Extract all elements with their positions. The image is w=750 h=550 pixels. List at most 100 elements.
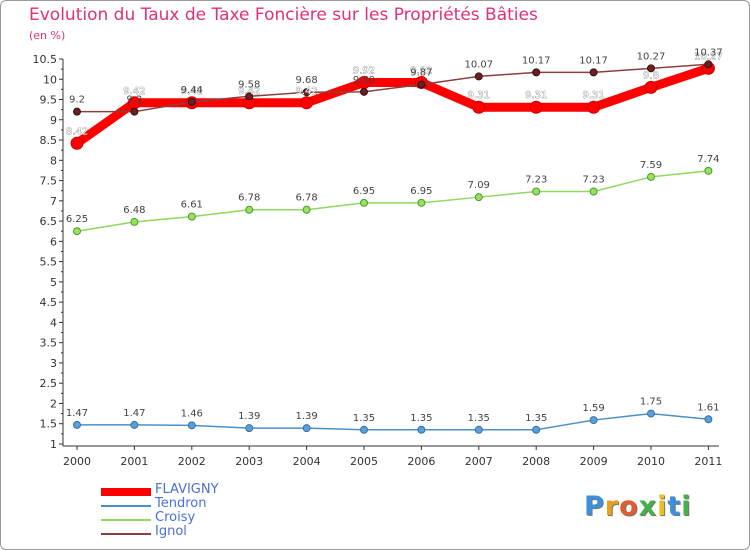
y-tick-label: 7 — [50, 195, 57, 208]
series-ignol — [73, 60, 713, 116]
x-tick-label: 2001 — [120, 455, 148, 468]
data-point-croisy — [532, 187, 541, 196]
brand-letter: i — [657, 491, 668, 522]
x-tick-label: 2009 — [580, 455, 608, 468]
y-tick-label: 1 — [50, 438, 57, 451]
series-line-croisy — [76, 170, 710, 232]
y-tick-label: 9 — [50, 114, 57, 127]
data-point-tendron — [704, 415, 713, 424]
data-point-croisy — [417, 198, 426, 207]
data-label-ignol: 9.44 — [181, 85, 203, 96]
x-tick-label: 2006 — [407, 455, 435, 468]
x-tick-label: 2000 — [63, 455, 91, 468]
data-label-flavigny: 9.42 — [295, 86, 317, 97]
data-label-croisy: 6.95 — [410, 186, 432, 197]
x-tick-label: 2011 — [694, 455, 722, 468]
y-tick-label: 6 — [50, 235, 57, 248]
data-point-ignol — [589, 68, 598, 77]
legend-swatch-flavigny — [101, 488, 151, 496]
data-point-ignol — [532, 68, 541, 77]
series-tendron — [73, 409, 713, 434]
series-line-flavigny — [72, 63, 713, 148]
data-label-ignol: 9.68 — [295, 75, 317, 86]
data-point-flavigny — [300, 96, 314, 110]
y-tick-label: 3 — [50, 357, 57, 370]
data-point-flavigny — [472, 100, 486, 114]
data-label-croisy: 6.48 — [123, 205, 145, 216]
y-tick-label: 1.5 — [40, 418, 58, 431]
data-point-croisy — [73, 227, 81, 236]
legend-label-flavigny: FLAVIGNY — [155, 482, 219, 497]
brand-letter: o — [619, 491, 639, 522]
data-point-croisy — [302, 205, 311, 214]
data-label-ignol: 10.37 — [694, 47, 723, 58]
x-tick-label: 2004 — [293, 455, 321, 468]
data-label-croisy: 7.23 — [525, 175, 547, 186]
x-tick-label: 2008 — [522, 455, 550, 468]
data-point-ignol — [73, 107, 81, 116]
legend-swatch-ignol — [101, 533, 151, 535]
data-point-croisy — [474, 193, 483, 202]
data-point-ignol — [245, 92, 254, 101]
data-label-croisy: 7.23 — [582, 175, 604, 186]
data-label-layer: 8.42 9.42 9.42 9.42 9.42 9.92 9.92 9.31 9.31 9.31… — [66, 47, 723, 424]
data-point-ignol — [130, 107, 139, 116]
data-label-tendron: 1.39 — [238, 411, 260, 422]
data-label-ignol: 9.58 — [238, 79, 260, 90]
data-label-tendron: 1.61 — [697, 402, 719, 413]
data-point-tendron — [130, 420, 139, 429]
y-tick-label: 5 — [50, 276, 57, 289]
series-line-tendron — [76, 412, 710, 431]
data-label-croisy: 6.25 — [66, 214, 88, 225]
data-point-ignol — [417, 80, 426, 89]
legend-label-tendron: Tendron — [155, 496, 207, 511]
data-label-flavigny: 8.42 — [66, 126, 88, 137]
x-tick-label: 2005 — [350, 455, 378, 468]
data-point-croisy — [187, 212, 196, 221]
x-tick-label: 2002 — [178, 455, 206, 468]
data-label-flavigny: 9.42 — [238, 86, 260, 97]
y-tick-label: 4 — [50, 316, 57, 329]
y-tick-label: 9.5 — [40, 94, 58, 107]
data-point-croisy — [130, 217, 139, 226]
data-point-flavigny — [529, 100, 543, 114]
data-point-tendron — [532, 425, 541, 434]
unit-label: (en %) — [29, 29, 66, 42]
y-tick-label: 10 — [43, 73, 57, 86]
data-label-ignol: 10.17 — [522, 55, 551, 66]
data-label-tendron: 1.46 — [181, 408, 203, 419]
y-tick-label: 6.5 — [40, 215, 58, 228]
y-tick-label: 3.5 — [40, 337, 58, 350]
data-label-ignol: 10.27 — [637, 51, 666, 62]
brand-letter: r — [604, 491, 620, 522]
y-tick-label: 5.5 — [40, 256, 58, 269]
x-tick-label: 2010 — [637, 455, 665, 468]
data-point-tendron — [360, 425, 368, 434]
data-label-ignol: 9.87 — [410, 68, 432, 79]
data-point-tendron — [417, 425, 426, 434]
data-point-flavigny — [644, 80, 658, 94]
data-point-croisy — [704, 166, 713, 175]
data-label-tendron: 1.35 — [525, 413, 547, 424]
data-label-flavigny: 9.92 — [410, 66, 432, 77]
data-point-ignol — [704, 60, 713, 69]
data-point-croisy — [360, 198, 368, 207]
data-label-flavigny: 9.92 — [353, 66, 375, 77]
data-label-tendron: 1.35 — [353, 413, 375, 424]
x-tick-label: 2003 — [235, 455, 263, 468]
data-point-flavigny — [70, 136, 84, 150]
series-layer — [70, 60, 715, 434]
data-label-tendron: 1.47 — [123, 408, 145, 419]
data-point-tendron — [187, 421, 196, 430]
data-point-croisy — [245, 205, 254, 214]
data-point-tendron — [302, 424, 311, 433]
data-label-tendron: 1.35 — [468, 413, 490, 424]
axes: 1 1.5 2 2.5 3 3.5 4 4.5 5 5.5 6 6.5 7 7.5 8 8.5 9 9.5 10 10… — [33, 53, 723, 468]
data-label-croisy: 7.09 — [468, 180, 490, 191]
data-label-croisy: 6.95 — [353, 186, 375, 197]
data-label-flavigny: 9.42 — [123, 86, 145, 97]
data-point-tendron — [474, 425, 483, 434]
data-label-flavigny: 9.31 — [525, 90, 547, 101]
data-label-croisy: 6.78 — [295, 193, 317, 204]
